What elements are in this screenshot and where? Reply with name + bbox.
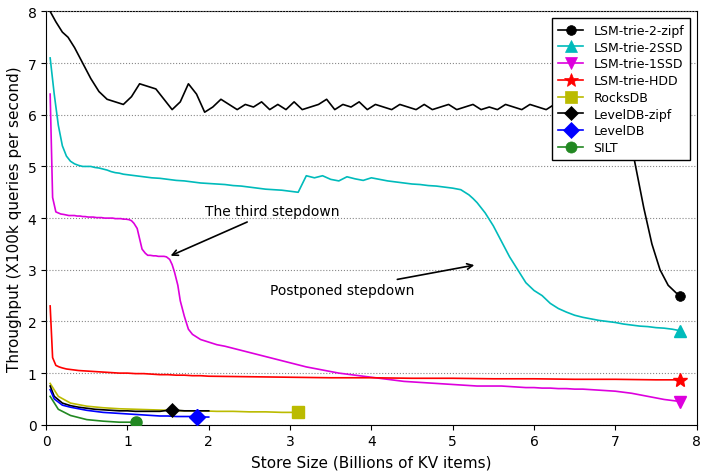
Legend: LSM-trie-2-zipf, LSM-trie-2SSD, LSM-trie-1SSD, LSM-trie-HDD, RocksDB, LevelDB-zi: LSM-trie-2-zipf, LSM-trie-2SSD, LSM-trie… (552, 19, 690, 161)
Y-axis label: Throughput (X100k queries per second): Throughput (X100k queries per second) (7, 66, 22, 371)
X-axis label: Store Size (Billions of KV items): Store Size (Billions of KV items) (251, 454, 491, 469)
Text: The third stepdown: The third stepdown (172, 205, 339, 256)
Text: Postponed stepdown: Postponed stepdown (270, 264, 472, 297)
